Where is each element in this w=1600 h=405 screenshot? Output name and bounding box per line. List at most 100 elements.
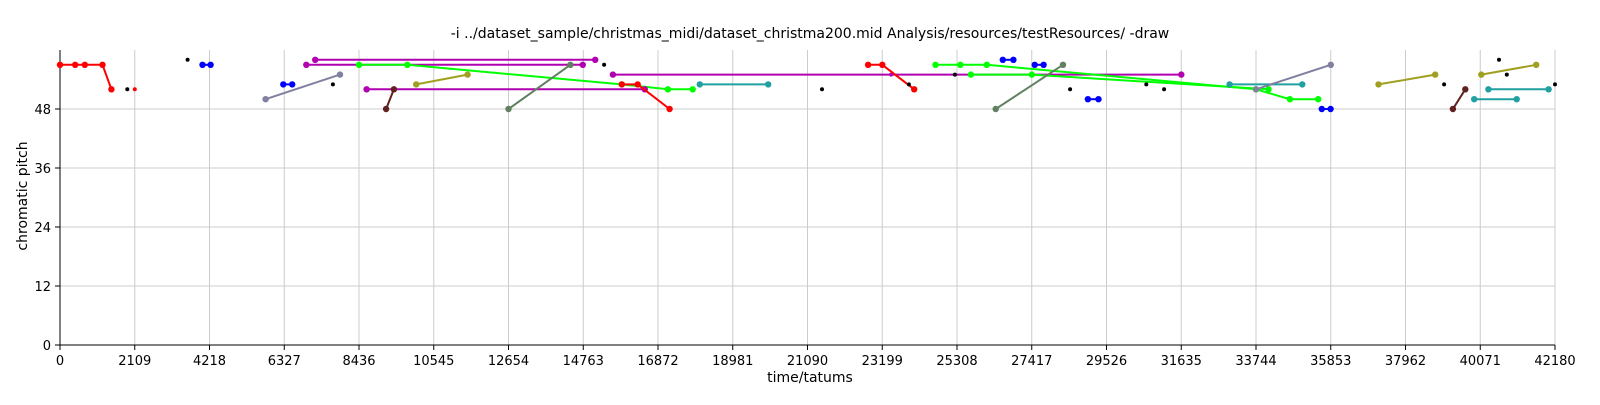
- axes: 0 2109 4218 6327 8436 10545 12654 14763 16872 189…: [34, 50, 1576, 369]
- data-point: [312, 56, 319, 63]
- data-point: [1178, 71, 1185, 78]
- data-point: [634, 81, 641, 88]
- data-point: [99, 61, 106, 68]
- y-tick-label: 48: [34, 103, 51, 118]
- data-point: [820, 87, 824, 92]
- x-axis-label: time/tatums: [767, 370, 853, 386]
- data-point: [696, 81, 703, 88]
- data-point: [262, 96, 269, 103]
- data-point: [689, 86, 696, 93]
- data-point: [1462, 86, 1469, 93]
- data-point: [1471, 96, 1478, 103]
- data-point: [932, 61, 939, 68]
- x-tick-label: 40071: [1460, 354, 1501, 369]
- series-line: [935, 63, 1319, 101]
- data-point: [363, 86, 370, 93]
- data-point: [1327, 61, 1335, 68]
- x-tick-label: 21090: [787, 354, 828, 369]
- data-point: [1162, 87, 1167, 92]
- x-tick-label: 18981: [712, 354, 753, 369]
- data-point: [1553, 82, 1557, 87]
- series-line: [385, 88, 395, 110]
- data-point: [413, 81, 420, 88]
- x-tick-label: 14763: [563, 354, 604, 369]
- data-point: [889, 72, 894, 77]
- data-point: [185, 57, 190, 62]
- data-point: [1144, 82, 1149, 87]
- data-point: [72, 61, 79, 68]
- y-tick-label: 36: [34, 162, 51, 177]
- x-tick-label: 16872: [637, 354, 678, 369]
- data-point: [1513, 96, 1520, 103]
- x-tick-label: 27417: [1011, 354, 1052, 369]
- data-point: [382, 105, 390, 113]
- series-line: [1255, 63, 1332, 91]
- y-tick-label: 12: [34, 280, 51, 295]
- x-tick-label: 2109: [118, 354, 151, 369]
- data-point: [983, 61, 990, 68]
- data-point: [1040, 61, 1047, 68]
- x-tick-label: 33744: [1235, 354, 1276, 369]
- data-point: [404, 61, 411, 68]
- data-point: [999, 56, 1006, 63]
- x-tick-label: 25308: [936, 354, 977, 369]
- series-line: [1481, 63, 1537, 76]
- data-point: [1031, 61, 1038, 68]
- data-series: [56, 56, 1557, 113]
- data-point: [1449, 105, 1457, 113]
- data-point: [199, 61, 206, 68]
- data-point: [664, 86, 672, 93]
- y-axis-label: chromatic pitch: [15, 141, 31, 250]
- data-point: [289, 81, 296, 88]
- data-point: [390, 86, 398, 93]
- data-point: [906, 82, 911, 87]
- data-point: [1059, 61, 1067, 68]
- data-point: [1226, 81, 1233, 88]
- x-tick-label: 35853: [1310, 354, 1351, 369]
- data-point: [967, 71, 975, 78]
- data-point: [1265, 86, 1272, 93]
- series-line: [416, 73, 468, 86]
- x-tick-label: 37962: [1385, 354, 1426, 369]
- data-point: [330, 82, 335, 87]
- series-line: [995, 63, 1064, 110]
- x-tick-label: 31635: [1161, 354, 1202, 369]
- data-point: [464, 71, 471, 78]
- data-point: [864, 61, 872, 68]
- data-point: [911, 86, 918, 93]
- data-point: [579, 61, 586, 68]
- data-point: [567, 61, 574, 68]
- data-point: [1504, 72, 1509, 77]
- y-tick-label: 0: [43, 339, 51, 354]
- x-tick-label: 4218: [193, 354, 226, 369]
- data-point: [1318, 105, 1326, 113]
- data-point: [602, 62, 607, 67]
- data-point: [879, 61, 886, 68]
- x-tick-label: 12654: [488, 354, 529, 369]
- data-point: [1375, 81, 1382, 88]
- data-point: [957, 61, 964, 68]
- series-line: [265, 73, 341, 101]
- data-point: [1327, 105, 1334, 113]
- x-tick-label: 6327: [268, 354, 301, 369]
- data-point: [1286, 96, 1294, 103]
- x-tick-label: 0: [56, 354, 64, 369]
- data-point: [1533, 61, 1540, 68]
- data-point: [81, 61, 89, 68]
- data-point: [1497, 57, 1501, 62]
- data-point: [1299, 81, 1306, 88]
- data-point: [108, 86, 115, 93]
- data-point: [765, 81, 772, 88]
- x-tick-label: 29526: [1086, 354, 1127, 369]
- x-tick-label: 23199: [862, 354, 903, 369]
- series-line: [1378, 73, 1436, 86]
- data-point: [1010, 56, 1017, 63]
- data-point: [1432, 71, 1439, 78]
- data-point: [280, 81, 287, 88]
- data-point: [355, 61, 363, 68]
- x-tick-label: 8436: [342, 354, 375, 369]
- series-line: [507, 63, 571, 110]
- data-point: [1084, 96, 1092, 103]
